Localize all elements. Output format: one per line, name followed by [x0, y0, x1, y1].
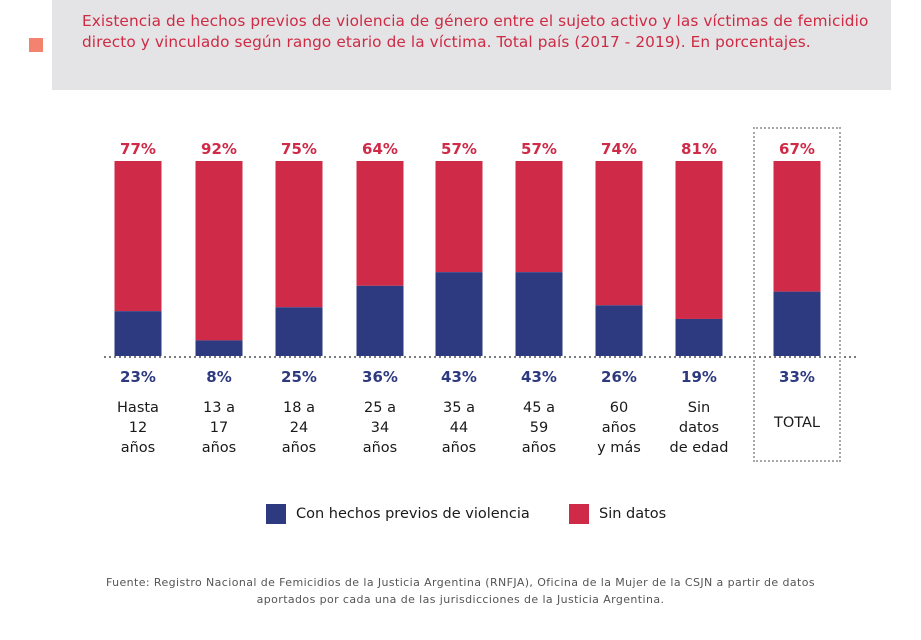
- data-label-sin-datos: 77%: [120, 140, 156, 158]
- bar-con-hechos: [773, 291, 821, 356]
- category-label: Sin datos de edad: [669, 400, 729, 456]
- data-label-con-hechos: 23%: [120, 368, 156, 386]
- legend-swatch-sin-datos: [569, 504, 589, 524]
- data-label-con-hechos: 25%: [281, 368, 317, 386]
- category-label: 13 a 17 años: [201, 400, 237, 456]
- data-label-con-hechos: 36%: [362, 368, 398, 386]
- data-label-con-hechos: 8%: [206, 368, 231, 386]
- data-label-con-hechos: 26%: [601, 368, 637, 386]
- bar-con-hechos: [195, 340, 243, 356]
- bar-sin-datos: [195, 161, 243, 341]
- legend-label-sin-datos: Sin datos: [599, 506, 667, 522]
- data-label-con-hechos: 19%: [681, 368, 717, 386]
- total-highlight-frame: [753, 127, 841, 462]
- data-label-sin-datos: 92%: [201, 140, 237, 158]
- data-label-con-hechos: 43%: [521, 368, 557, 386]
- bar-sin-datos: [773, 161, 821, 292]
- bar-con-hechos: [675, 318, 723, 356]
- bar-sin-datos: [595, 161, 643, 306]
- data-label-sin-datos: 57%: [441, 140, 477, 158]
- data-label-sin-datos: 67%: [779, 140, 815, 158]
- bar-sin-datos: [114, 161, 162, 312]
- title-box: Existencia de hechos previos de violenci…: [52, 0, 891, 90]
- data-label-sin-datos: 57%: [521, 140, 557, 158]
- category-label: 18 a 24 años: [281, 400, 317, 456]
- legend: Con hechos previos de violencia Sin dato…: [0, 504, 921, 526]
- bar-sin-datos: [275, 161, 323, 308]
- bar-con-hechos: [114, 311, 162, 356]
- bar-con-hechos: [356, 285, 404, 356]
- title-marker: [29, 38, 43, 52]
- source-note: Fuente: Registro Nacional de Femicidios …: [106, 576, 815, 606]
- data-label-con-hechos: 33%: [779, 368, 815, 386]
- category-label: 45 a 59 años: [521, 400, 557, 456]
- data-label-con-hechos: 43%: [441, 368, 477, 386]
- bar-con-hechos: [515, 272, 563, 356]
- bar-sin-datos: [435, 161, 483, 273]
- bar-con-hechos: [275, 307, 323, 356]
- stacked-bar-chart: 77% 23% 92% 8% 75% 25% 64% 36% 57% 43% 57% 43% 74% 26…: [104, 140, 858, 386]
- category-label: TOTAL: [774, 415, 820, 431]
- bar-con-hechos: [595, 305, 643, 356]
- data-label-sin-datos: 75%: [281, 140, 317, 158]
- category-label: 35 a 44 años: [441, 400, 477, 456]
- category-label: Hasta 12 años: [117, 400, 159, 456]
- legend-swatch-con-hechos: [266, 504, 286, 524]
- bar-sin-datos: [675, 161, 723, 319]
- chart-title: Existencia de hechos previos de violenci…: [82, 12, 869, 51]
- bar-sin-datos: [356, 161, 404, 286]
- category-label: 60 años y más: [597, 400, 641, 456]
- data-label-sin-datos: 74%: [601, 140, 637, 158]
- category-label: 25 a 34 años: [362, 400, 398, 456]
- legend-label-con-hechos: Con hechos previos de violencia: [296, 506, 530, 522]
- bar-con-hechos: [435, 272, 483, 356]
- data-label-sin-datos: 81%: [681, 140, 717, 158]
- bar-sin-datos: [515, 161, 563, 273]
- data-label-sin-datos: 64%: [362, 140, 398, 158]
